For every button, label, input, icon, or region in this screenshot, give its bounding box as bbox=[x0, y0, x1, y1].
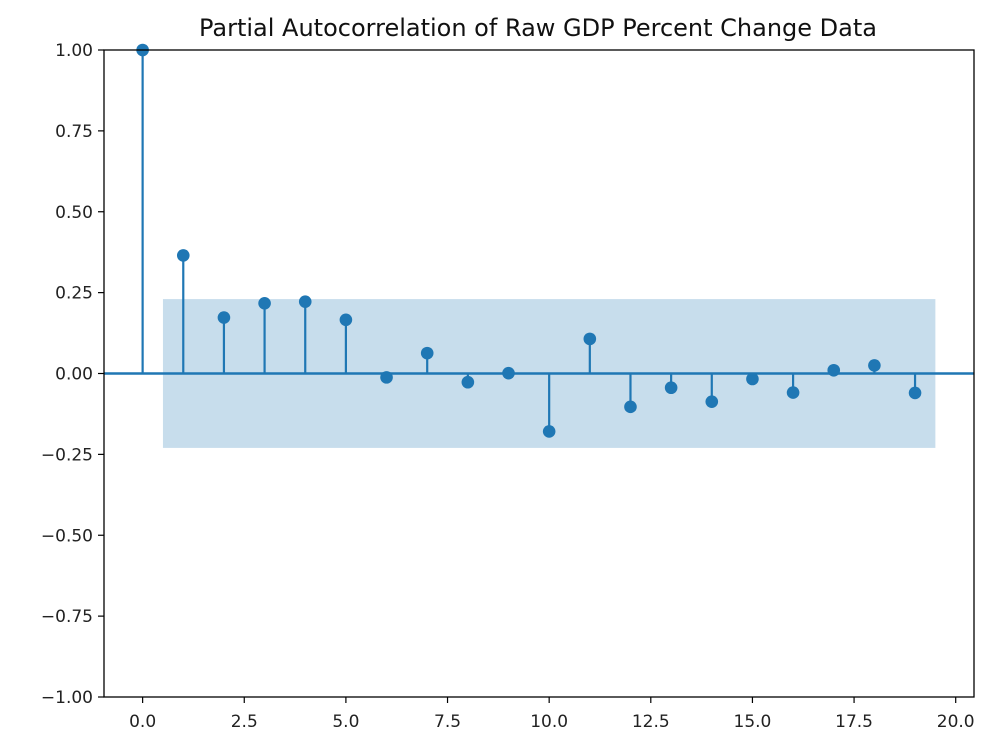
x-tick-label: 2.5 bbox=[231, 712, 258, 732]
y-tick-label: −0.50 bbox=[41, 526, 93, 546]
x-tick-label: 10.0 bbox=[530, 712, 568, 732]
marker-lag-11 bbox=[583, 332, 597, 346]
marker-lag-10 bbox=[542, 425, 556, 438]
x-tick-label: 5.0 bbox=[332, 712, 359, 732]
x-tick-label: 12.5 bbox=[632, 712, 670, 732]
y-tick-label: 1.00 bbox=[55, 41, 93, 61]
y-tick-label: 0.00 bbox=[55, 365, 93, 385]
marker-lag-15 bbox=[746, 372, 759, 386]
marker-lag-7 bbox=[420, 346, 434, 360]
marker-lag-5 bbox=[339, 313, 353, 327]
y-tick-label: 0.50 bbox=[55, 203, 93, 223]
marker-lag-13 bbox=[664, 381, 678, 395]
marker-lag-8 bbox=[461, 375, 475, 389]
marker-lag-12 bbox=[624, 400, 637, 414]
marker-lag-16 bbox=[786, 386, 800, 399]
y-tick-label: −1.00 bbox=[41, 688, 93, 708]
marker-lag-6 bbox=[380, 371, 393, 384]
x-tick-label: 0.0 bbox=[129, 712, 156, 732]
marker-lag-19 bbox=[908, 386, 922, 400]
x-tick-label: 15.0 bbox=[734, 712, 772, 732]
y-tick-label: 0.25 bbox=[55, 284, 93, 304]
marker-lag-1 bbox=[176, 249, 190, 262]
marker-lag-17 bbox=[827, 363, 841, 377]
y-tick-label: −0.75 bbox=[41, 607, 93, 627]
marker-lag-14 bbox=[705, 395, 719, 408]
x-tick-label: 17.5 bbox=[835, 712, 873, 732]
marker-lag-4 bbox=[298, 295, 312, 308]
marker-lag-2 bbox=[217, 311, 231, 324]
plot-area bbox=[104, 43, 974, 448]
y-tick-label: −0.25 bbox=[41, 445, 93, 465]
marker-lag-9 bbox=[502, 366, 515, 380]
x-tick-label: 20.0 bbox=[937, 712, 975, 732]
marker-lag-3 bbox=[258, 297, 271, 310]
chart-title: Partial Autocorrelation of Raw GDP Perce… bbox=[199, 14, 877, 42]
y-tick-label: 0.75 bbox=[55, 122, 93, 142]
x-tick-label: 7.5 bbox=[434, 712, 461, 732]
axes: 0.0 2.5 5.0 7.5 10.0 12.5 15.0 17.5 20.0 1.00 0.75… bbox=[41, 41, 975, 732]
marker-lag-18 bbox=[868, 359, 881, 372]
